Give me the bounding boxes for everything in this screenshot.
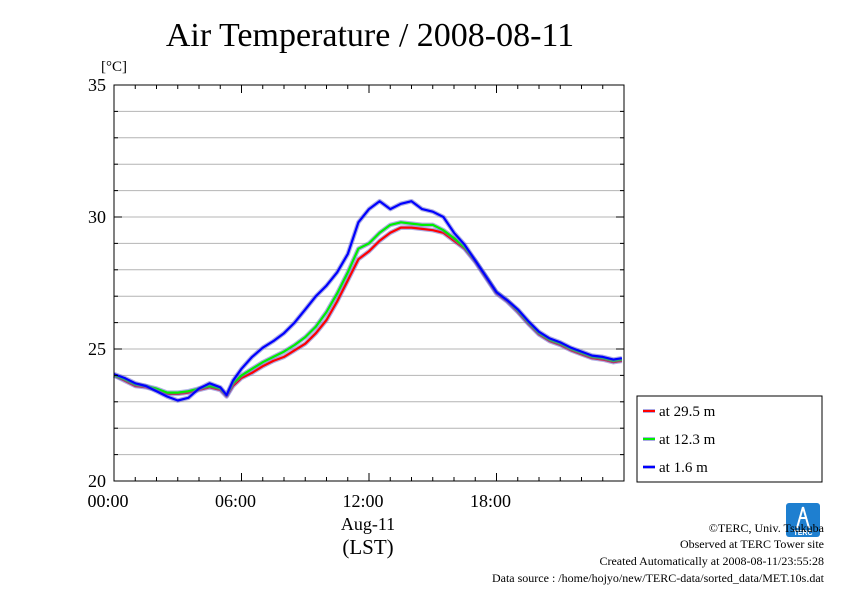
x-axis-date-label: Aug-11 (341, 514, 395, 534)
grid-lines (114, 110, 624, 456)
footer-source: Data source : /home/hojyo/new/TERC-data/… (491, 571, 824, 585)
y-axis-unit-label: [°C] (101, 59, 127, 75)
x-tick-label: 18:00 (470, 491, 511, 511)
x-tick-label: 12:00 (342, 491, 383, 511)
terc-logo-box (786, 503, 820, 537)
terc-logo: TERC (786, 503, 820, 537)
terc-logo-text: TERC (793, 530, 812, 537)
x-tick-label: 06:00 (215, 491, 256, 511)
tower-icon (796, 506, 810, 529)
y-tick-label: 35 (88, 75, 106, 95)
data-series (112, 198, 623, 403)
footer-site: Observed at TERC Tower site (679, 537, 824, 551)
series-outline (113, 198, 623, 403)
y-axis-ticks: 20 25 30 35 (88, 75, 624, 491)
x-tick-label: 00:00 (87, 491, 128, 511)
series-line (113, 226, 623, 398)
series-line (113, 200, 623, 402)
footer-created: Created Automatically at 2008-08-11/23:5… (599, 554, 824, 568)
legend-label: at 29.5 m (659, 404, 716, 420)
y-tick-label: 20 (88, 471, 106, 491)
series-line (113, 221, 623, 397)
legend-box (636, 395, 823, 483)
series-outline (113, 220, 623, 398)
y-tick-label: 30 (88, 207, 106, 227)
x-axis-ticks: 00:00 06:00 12:00 18:00 (87, 85, 625, 511)
legend: at 29.5 m at 12.3 m at 1.6 m (636, 395, 823, 483)
x-axis-lst-label: (LST) (342, 535, 393, 559)
legend-label: at 12.3 m (659, 432, 716, 448)
chart-title: Air Temperature / 2008-08-11 (166, 17, 574, 54)
y-tick-label: 25 (88, 339, 106, 359)
footer-copyright: ©TERC, Univ. Tsukuba (708, 521, 824, 535)
legend-label: at 1.6 m (659, 460, 708, 476)
plot-frame (113, 84, 625, 482)
